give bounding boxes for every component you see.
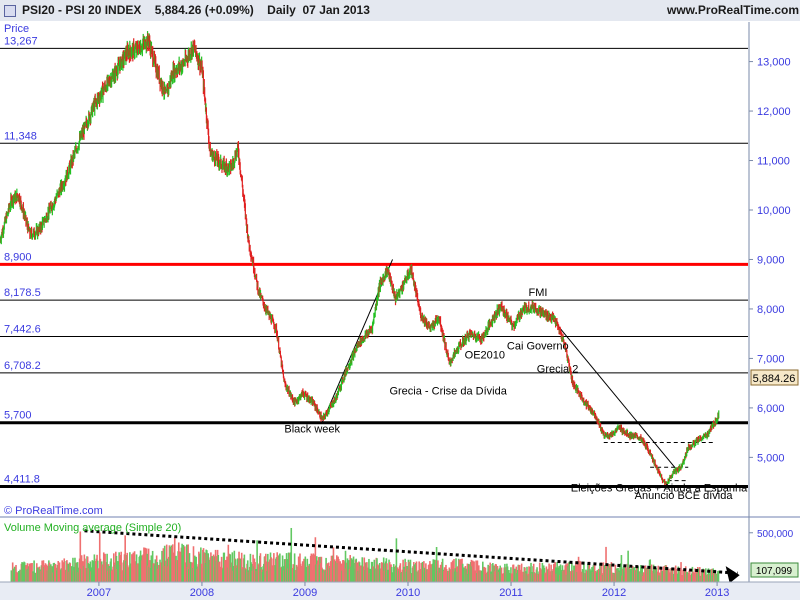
level-label-6: 5,700 (4, 410, 32, 422)
x-tick-label-3: 2010 (396, 587, 420, 599)
chart-header: PSI20 - PSI 20 INDEX 5,884.26 (+0.09%) D… (0, 0, 800, 22)
x-axis-band (0, 582, 800, 600)
chart-background (0, 21, 800, 600)
annotation-7: Anuncio BCE dívida (635, 490, 734, 502)
annotation-6: Eleições Gregas + Ajuda a Espanha (571, 483, 748, 495)
volume-current-label: 107,099 (756, 566, 793, 577)
level-lines: 13,267 11,348 8,900 8,178.5 7,442.6 6,708.2 5,… (0, 35, 748, 488)
y-tick-label-3: 10,000 (757, 205, 791, 217)
annotation-4: FMI (529, 287, 548, 299)
volume-current-box (750, 562, 799, 578)
annotation-5: Grecia 2 (537, 363, 579, 375)
x-tick-label-6: 2013 (705, 587, 729, 599)
trendline-1 (549, 316, 679, 472)
y-tick-label-0: 13,000 (757, 57, 791, 69)
volume-trend-line (84, 529, 738, 575)
y-tick-label-2: 11,000 (757, 156, 790, 168)
x-tick-label-1: 2008 (190, 587, 214, 599)
y-tick-label-4: 9,000 (757, 254, 785, 266)
volume-tick-label-0: 500,000 (757, 529, 794, 540)
level-label-2: 8,900 (4, 251, 32, 263)
x-tick-label-5: 2012 (602, 587, 626, 599)
level-label-3: 8,178.5 (4, 287, 41, 299)
level-label-0: 13,267 (4, 35, 38, 47)
y-tick-label-6: 7,000 (757, 353, 785, 365)
price-axis-label: Price (4, 23, 29, 35)
current-price-box (750, 369, 799, 386)
annotations: Black week Grecia - Crise da Dívida OE2010… (284, 287, 748, 502)
annotation-3: Cai Governo (507, 341, 569, 353)
level-label-4: 7,442.6 (4, 324, 41, 336)
current-price-label: 5,884.26 (753, 373, 796, 385)
panel-separator (0, 516, 800, 518)
volume-trend-arrowhead (725, 566, 740, 584)
axes: 13,000 12,000 11,000 10,000 9,000 8,000 7,000 6… (0, 22, 800, 600)
x-tick-label-4: 2011 (499, 587, 523, 599)
y-tick-label-5: 8,000 (757, 304, 785, 316)
annotation-1: Grecia - Crise da Dívida (389, 386, 507, 398)
y-tick-label-8: 5,000 (757, 452, 785, 464)
level-label-7: 4,411.8 (4, 473, 40, 485)
watermark: © ProRealTime.com (4, 505, 103, 517)
chart-window-icon[interactable] (4, 5, 16, 17)
annotation-2: OE2010 (465, 349, 505, 361)
x-tick-label-0: 2007 (87, 587, 111, 599)
site-label: www.ProRealTime.com (667, 3, 800, 17)
level-label-1: 11,348 (4, 130, 37, 142)
volume-panel: 500,000 (0, 516, 800, 584)
chart-title: PSI20 - PSI 20 INDEX 5,884.26 (+0.09%) D… (22, 3, 370, 17)
volume-label: Volume Moving average (Simple 20) (4, 522, 181, 534)
y-tick-label-7: 6,000 (757, 403, 785, 415)
level-label-5: 6,708.2 (4, 360, 41, 372)
y-tick-label-1: 12,000 (757, 106, 791, 118)
annotation-0: Black week (284, 424, 340, 436)
x-tick-label-2: 2009 (293, 587, 317, 599)
price-series (0, 31, 720, 486)
